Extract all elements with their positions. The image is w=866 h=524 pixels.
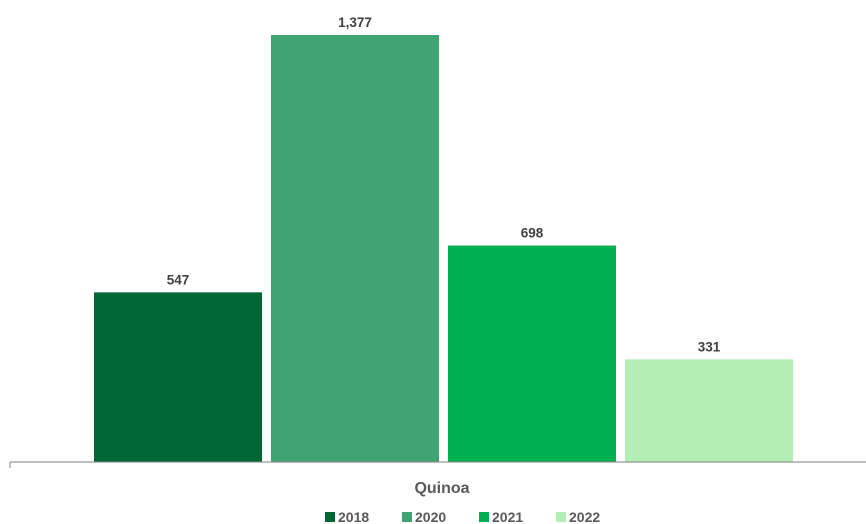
legend-swatch-2020 <box>402 512 412 522</box>
legend-swatch-2022 <box>556 512 566 522</box>
bar-2018 <box>94 292 262 462</box>
legend: 2018 2020 2021 2022 <box>325 509 600 524</box>
legend-label-2021: 2021 <box>492 509 523 524</box>
bars-group <box>94 35 793 462</box>
data-label-2022: 331 <box>698 339 721 354</box>
data-label-2021: 698 <box>521 226 544 241</box>
data-label-2018: 547 <box>167 272 190 287</box>
legend-swatch-2021 <box>479 512 489 522</box>
bar-2021 <box>448 245 616 462</box>
legend-label-2020: 2020 <box>415 509 446 524</box>
data-labels-group: 547 1,377 698 331 <box>167 15 721 354</box>
bar-2022 <box>625 359 793 462</box>
category-label: Quinoa <box>414 480 469 497</box>
legend-label-2022: 2022 <box>569 509 600 524</box>
bar-2020 <box>271 35 439 462</box>
data-label-2020: 1,377 <box>338 15 372 30</box>
legend-swatch-2018 <box>325 512 335 522</box>
legend-label-2018: 2018 <box>338 509 369 524</box>
